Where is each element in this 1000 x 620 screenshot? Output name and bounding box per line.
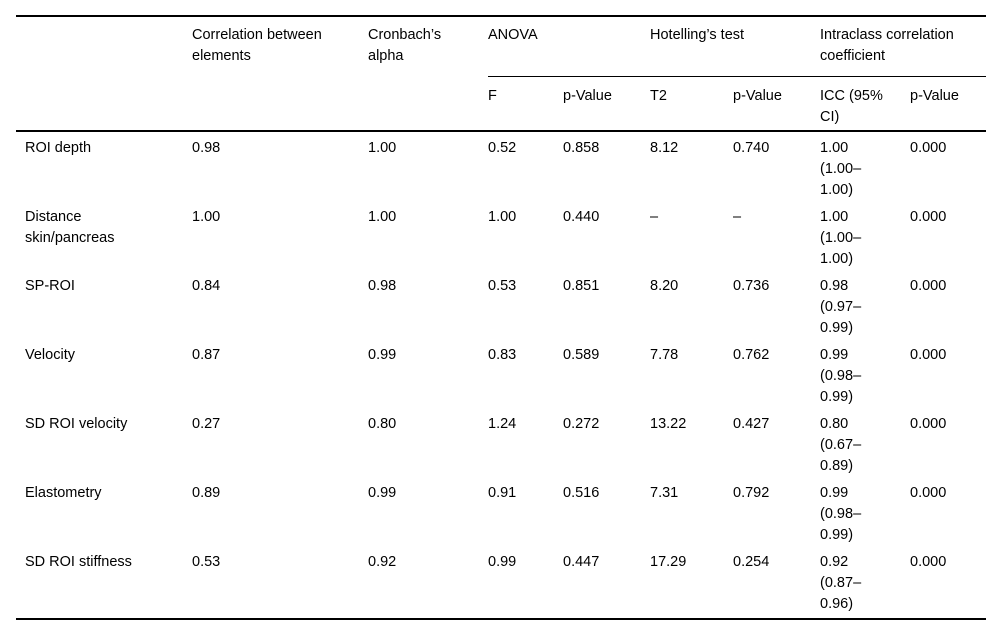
table-row-sp-roi: SP-ROI 0.84 0.98 0.53 0.851 8.20 0.736 0… [16, 270, 986, 339]
cell-icc: 0.98 (0.97– 0.99) [820, 278, 862, 336]
cell-t2: 17.29 [650, 546, 734, 620]
cell-correlation: 0.98 [192, 140, 221, 156]
column-group-header-row: Correlation between elements Cronbach’s … [16, 15, 987, 77]
cell-cronbach-alpha: 0.92 [368, 546, 488, 620]
cell-cronbach-alpha: 0.99 [368, 347, 397, 363]
cell-anova-p: 0.440 [563, 209, 600, 225]
cell-anova-f: 1.00 [488, 209, 517, 225]
cell-hotelling-p: 0.740 [733, 140, 770, 156]
row-label: Velocity [25, 347, 75, 363]
row-label: ROI depth [25, 140, 92, 156]
cell-correlation: 0.87 [192, 347, 221, 363]
subheader-empty-label [16, 76, 192, 132]
cell-t2: 13.22 [650, 416, 687, 432]
row-label: Elastometry [25, 485, 102, 501]
cell-icc: 0.80 (0.67– 0.89) [820, 416, 862, 474]
cell-hotelling-p: 0.736 [733, 278, 770, 294]
row-label: SD ROI stiffness [16, 546, 192, 620]
cell-icc-p: 0.000 [910, 209, 947, 225]
subheader-icc-p-value: p-Value [910, 76, 987, 132]
cell-cronbach-alpha: 0.80 [368, 416, 397, 432]
cell-correlation: 1.00 [192, 209, 221, 225]
cell-t2: 8.20 [650, 278, 679, 294]
subheader-anova-p-value: p-Value [563, 76, 651, 132]
col-group-anova: ANOVA [488, 15, 651, 77]
cell-anova-p: 0.447 [563, 546, 651, 620]
cell-t2: 7.31 [650, 485, 679, 501]
table-row-velocity: Velocity 0.87 0.99 0.83 0.589 7.78 0.762… [16, 339, 986, 408]
cell-hotelling-p: – [733, 209, 742, 225]
cell-icc: 0.92 (0.87– 0.96) [820, 546, 911, 620]
table-row-sd-roi-velocity: SD ROI velocity 0.27 0.80 1.24 0.272 13.… [16, 408, 986, 477]
table-row-elastometry: Elastometry 0.89 0.99 0.91 0.516 7.31 0.… [16, 477, 986, 546]
table-row-roi-depth: ROI depth 0.98 1.00 0.52 0.858 8.12 0.74… [16, 131, 986, 201]
sub-header-row: F p-Value T2 p-Value ICC (95% CI) p-Valu… [16, 76, 987, 132]
cell-t2: 8.12 [650, 140, 679, 156]
cell-icc-p: 0.000 [910, 546, 987, 620]
cell-correlation: 0.53 [192, 546, 368, 620]
cell-icc-p: 0.000 [910, 347, 947, 363]
row-label: SD ROI velocity [25, 416, 128, 432]
cell-correlation: 0.89 [192, 485, 221, 501]
cell-icc-p: 0.000 [910, 416, 947, 432]
table-row-sd-roi-stiffness: SD ROI stiffness 0.53 0.92 0.99 0.447 17… [16, 546, 987, 620]
subheader-t2: T2 [650, 76, 734, 132]
col-group-hotellings-test: Hotelling’s test [650, 15, 821, 77]
row-label: SP-ROI [25, 278, 75, 294]
cell-hotelling-p: 0.762 [733, 347, 770, 363]
cell-anova-p: 0.516 [563, 485, 600, 501]
cell-icc: 0.99 (0.98– 0.99) [820, 485, 862, 543]
cell-icc-p: 0.000 [910, 485, 947, 501]
cell-anova-p: 0.851 [563, 278, 600, 294]
subheader-empty-correlation [192, 76, 368, 132]
cell-cronbach-alpha: 0.98 [368, 278, 397, 294]
reliability-statistics-table-container: Correlation between elements Cronbach’s … [16, 15, 987, 620]
col-group-empty [16, 15, 192, 77]
cell-icc-p: 0.000 [910, 140, 947, 156]
subheader-hotelling-p-value: p-Value [733, 76, 821, 132]
subheader-anova-f: F [488, 76, 563, 132]
table-row-distance-skin-pancreas: Distance skin/pancreas 1.00 1.00 1.00 0.… [16, 201, 986, 270]
cell-hotelling-p: 0.792 [733, 485, 770, 501]
cell-icc-p: 0.000 [910, 278, 947, 294]
cell-anova-p: 0.272 [563, 416, 600, 432]
cell-cronbach-alpha: 1.00 [368, 140, 397, 156]
cell-correlation: 0.27 [192, 416, 221, 432]
cell-anova-p: 0.589 [563, 347, 600, 363]
cell-t2: 7.78 [650, 347, 679, 363]
cell-anova-f: 1.24 [488, 416, 517, 432]
cell-cronbach-alpha: 0.99 [368, 485, 397, 501]
reliability-statistics-table: Correlation between elements Cronbach’s … [16, 15, 987, 620]
cell-correlation: 0.84 [192, 278, 221, 294]
cell-anova-f: 0.99 [488, 546, 563, 620]
row-label: Distance skin/pancreas [25, 209, 115, 246]
cell-icc: 1.00 (1.00– 1.00) [820, 209, 862, 267]
cell-anova-p: 0.858 [563, 140, 600, 156]
col-group-correlation-between-elements: Correlation between elements [192, 15, 368, 77]
col-group-cronbachs-alpha: Cronbach’s alpha [368, 15, 488, 77]
cell-anova-f: 0.53 [488, 278, 517, 294]
cell-anova-f: 0.91 [488, 485, 517, 501]
cell-cronbach-alpha: 1.00 [368, 209, 397, 225]
cell-icc: 1.00 (1.00– 1.00) [820, 140, 862, 198]
cell-t2: – [650, 209, 659, 225]
cell-hotelling-p: 0.427 [733, 416, 770, 432]
cell-icc: 0.99 (0.98– 0.99) [820, 347, 862, 405]
cell-anova-f: 0.52 [488, 140, 517, 156]
col-group-intraclass-correlation: Intraclass correlation coefficient [820, 15, 987, 77]
cell-anova-f: 0.83 [488, 347, 517, 363]
cell-hotelling-p: 0.254 [733, 546, 821, 620]
subheader-empty-cronbach [368, 76, 488, 132]
subheader-icc-95-ci: ICC (95% CI) [820, 76, 911, 132]
